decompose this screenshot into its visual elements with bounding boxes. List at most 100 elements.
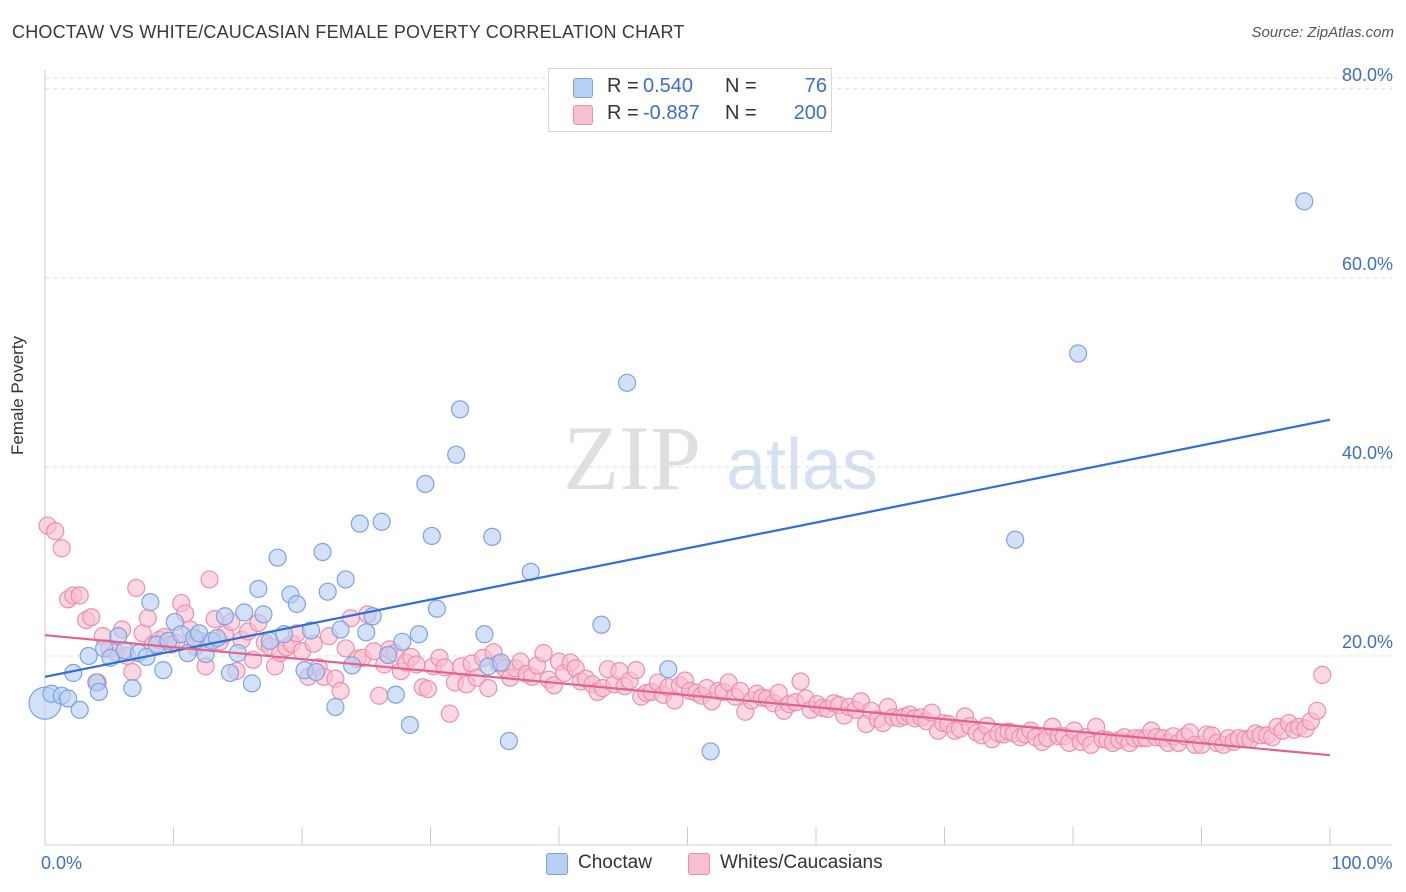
tick-labels: 20.0% 40.0% 60.0% 80.0% 0.0% 100.0%	[41, 65, 1393, 873]
whites-point	[127, 578, 146, 598]
choctaw-point	[447, 445, 466, 464]
choctaw-point	[235, 603, 254, 622]
choctaw-point	[336, 570, 355, 589]
whites-point	[418, 679, 438, 699]
r-label: R =	[607, 75, 639, 97]
choctaw-point	[59, 689, 78, 708]
source-label: Source: ZipAtlas.com	[1251, 24, 1394, 41]
grid-lines	[45, 77, 1392, 657]
choctaw-point	[307, 662, 326, 682]
watermark: ZIP atlas	[563, 407, 878, 509]
choctaw-point	[318, 582, 337, 601]
legend-label: Choctaw	[578, 852, 652, 873]
r-label: R =	[607, 102, 639, 124]
whites-point	[467, 668, 486, 687]
y-tick-label: 60.0%	[1342, 254, 1393, 274]
whites-point	[1313, 665, 1332, 684]
choctaw-point	[1069, 344, 1088, 363]
whites-point	[626, 661, 646, 680]
choctaw-point	[475, 625, 494, 644]
choctaw-point	[154, 661, 173, 680]
whites-point	[82, 608, 101, 627]
choctaw-point	[1295, 192, 1314, 211]
choctaw-point	[313, 542, 332, 562]
data-points	[28, 192, 1332, 761]
r-value: 0.540	[643, 75, 694, 97]
choctaw-point	[220, 663, 240, 683]
choctaw-point	[483, 527, 502, 546]
choctaw-point	[254, 605, 273, 624]
whites-point	[544, 676, 563, 695]
choctaw-point	[268, 548, 287, 567]
whites-point	[52, 539, 71, 558]
choctaw-point	[215, 607, 234, 626]
choctaw-point	[701, 742, 720, 761]
choctaw-point	[1006, 530, 1025, 549]
choctaw-point	[659, 660, 678, 679]
choctaw-point	[386, 685, 405, 704]
choctaw-point	[242, 674, 261, 693]
whites-point	[791, 672, 810, 691]
whites-point	[769, 683, 788, 702]
whites-point	[336, 639, 355, 658]
choctaw-point	[301, 621, 321, 640]
choctaw-point	[326, 697, 345, 717]
whites-trend-line	[44, 634, 1331, 757]
y-tick-label: 20.0%	[1342, 632, 1393, 652]
choctaw-point	[422, 526, 441, 546]
choctaw-point	[393, 632, 412, 651]
whites-point	[1308, 701, 1327, 720]
choctaw-point	[400, 715, 420, 735]
choctaw-point	[618, 373, 637, 392]
n-label: N =	[725, 102, 757, 124]
whites-point	[138, 609, 157, 628]
whites-point	[200, 570, 219, 589]
x-tick-label: 100.0%	[1331, 853, 1392, 873]
n-value: 200	[793, 102, 827, 124]
y-tick-label: 40.0%	[1342, 443, 1393, 463]
choctaw-point	[287, 594, 306, 614]
whites-point	[370, 686, 389, 705]
whites-point	[440, 704, 459, 723]
choctaw-point	[592, 615, 611, 634]
n-value: 76	[804, 75, 827, 97]
choctaw-swatch	[573, 78, 593, 98]
whites-legend-swatch	[688, 853, 710, 875]
r-value: -0.887	[643, 102, 700, 124]
correlation-legend: R = 0.540 N = 76 R = -0.887 N = 200	[548, 68, 832, 132]
whites-point	[331, 681, 350, 701]
choctaw-point	[89, 682, 109, 701]
whites-point	[534, 644, 553, 663]
choctaw-point	[123, 679, 142, 698]
watermark-zip: ZIP	[563, 407, 701, 509]
trend-lines	[44, 418, 1331, 757]
choctaw-point	[350, 514, 369, 533]
whites-point	[46, 522, 65, 541]
n-label: N =	[725, 75, 757, 97]
legend-label: Whites/Caucasians	[720, 852, 883, 873]
whites-point	[70, 586, 89, 605]
choctaw-legend-swatch	[546, 853, 568, 875]
whites-swatch	[573, 105, 593, 125]
choctaw-point	[416, 474, 435, 494]
choctaw-point	[450, 400, 470, 419]
x-tick-label: 0.0%	[41, 853, 82, 873]
choctaw-point	[79, 646, 98, 666]
choctaw-point	[499, 731, 518, 751]
y-tick-label: 80.0%	[1342, 65, 1393, 85]
watermark-atlas: atlas	[726, 425, 878, 505]
choctaw-point	[357, 623, 376, 642]
choctaw-point	[492, 653, 511, 672]
choctaw-point	[372, 512, 391, 531]
whites-point	[123, 662, 142, 682]
choctaw-trend-line	[44, 418, 1331, 678]
choctaw-point	[331, 620, 350, 639]
choctaw-point	[427, 599, 447, 618]
choctaw-point	[249, 579, 268, 598]
series-legend: Choctaw Whites/Caucasians	[0, 850, 1406, 878]
y-axis-label: Female Poverty	[8, 335, 27, 455]
choctaw-point	[378, 645, 398, 665]
choctaw-point	[409, 625, 429, 644]
whites-point	[479, 679, 498, 698]
